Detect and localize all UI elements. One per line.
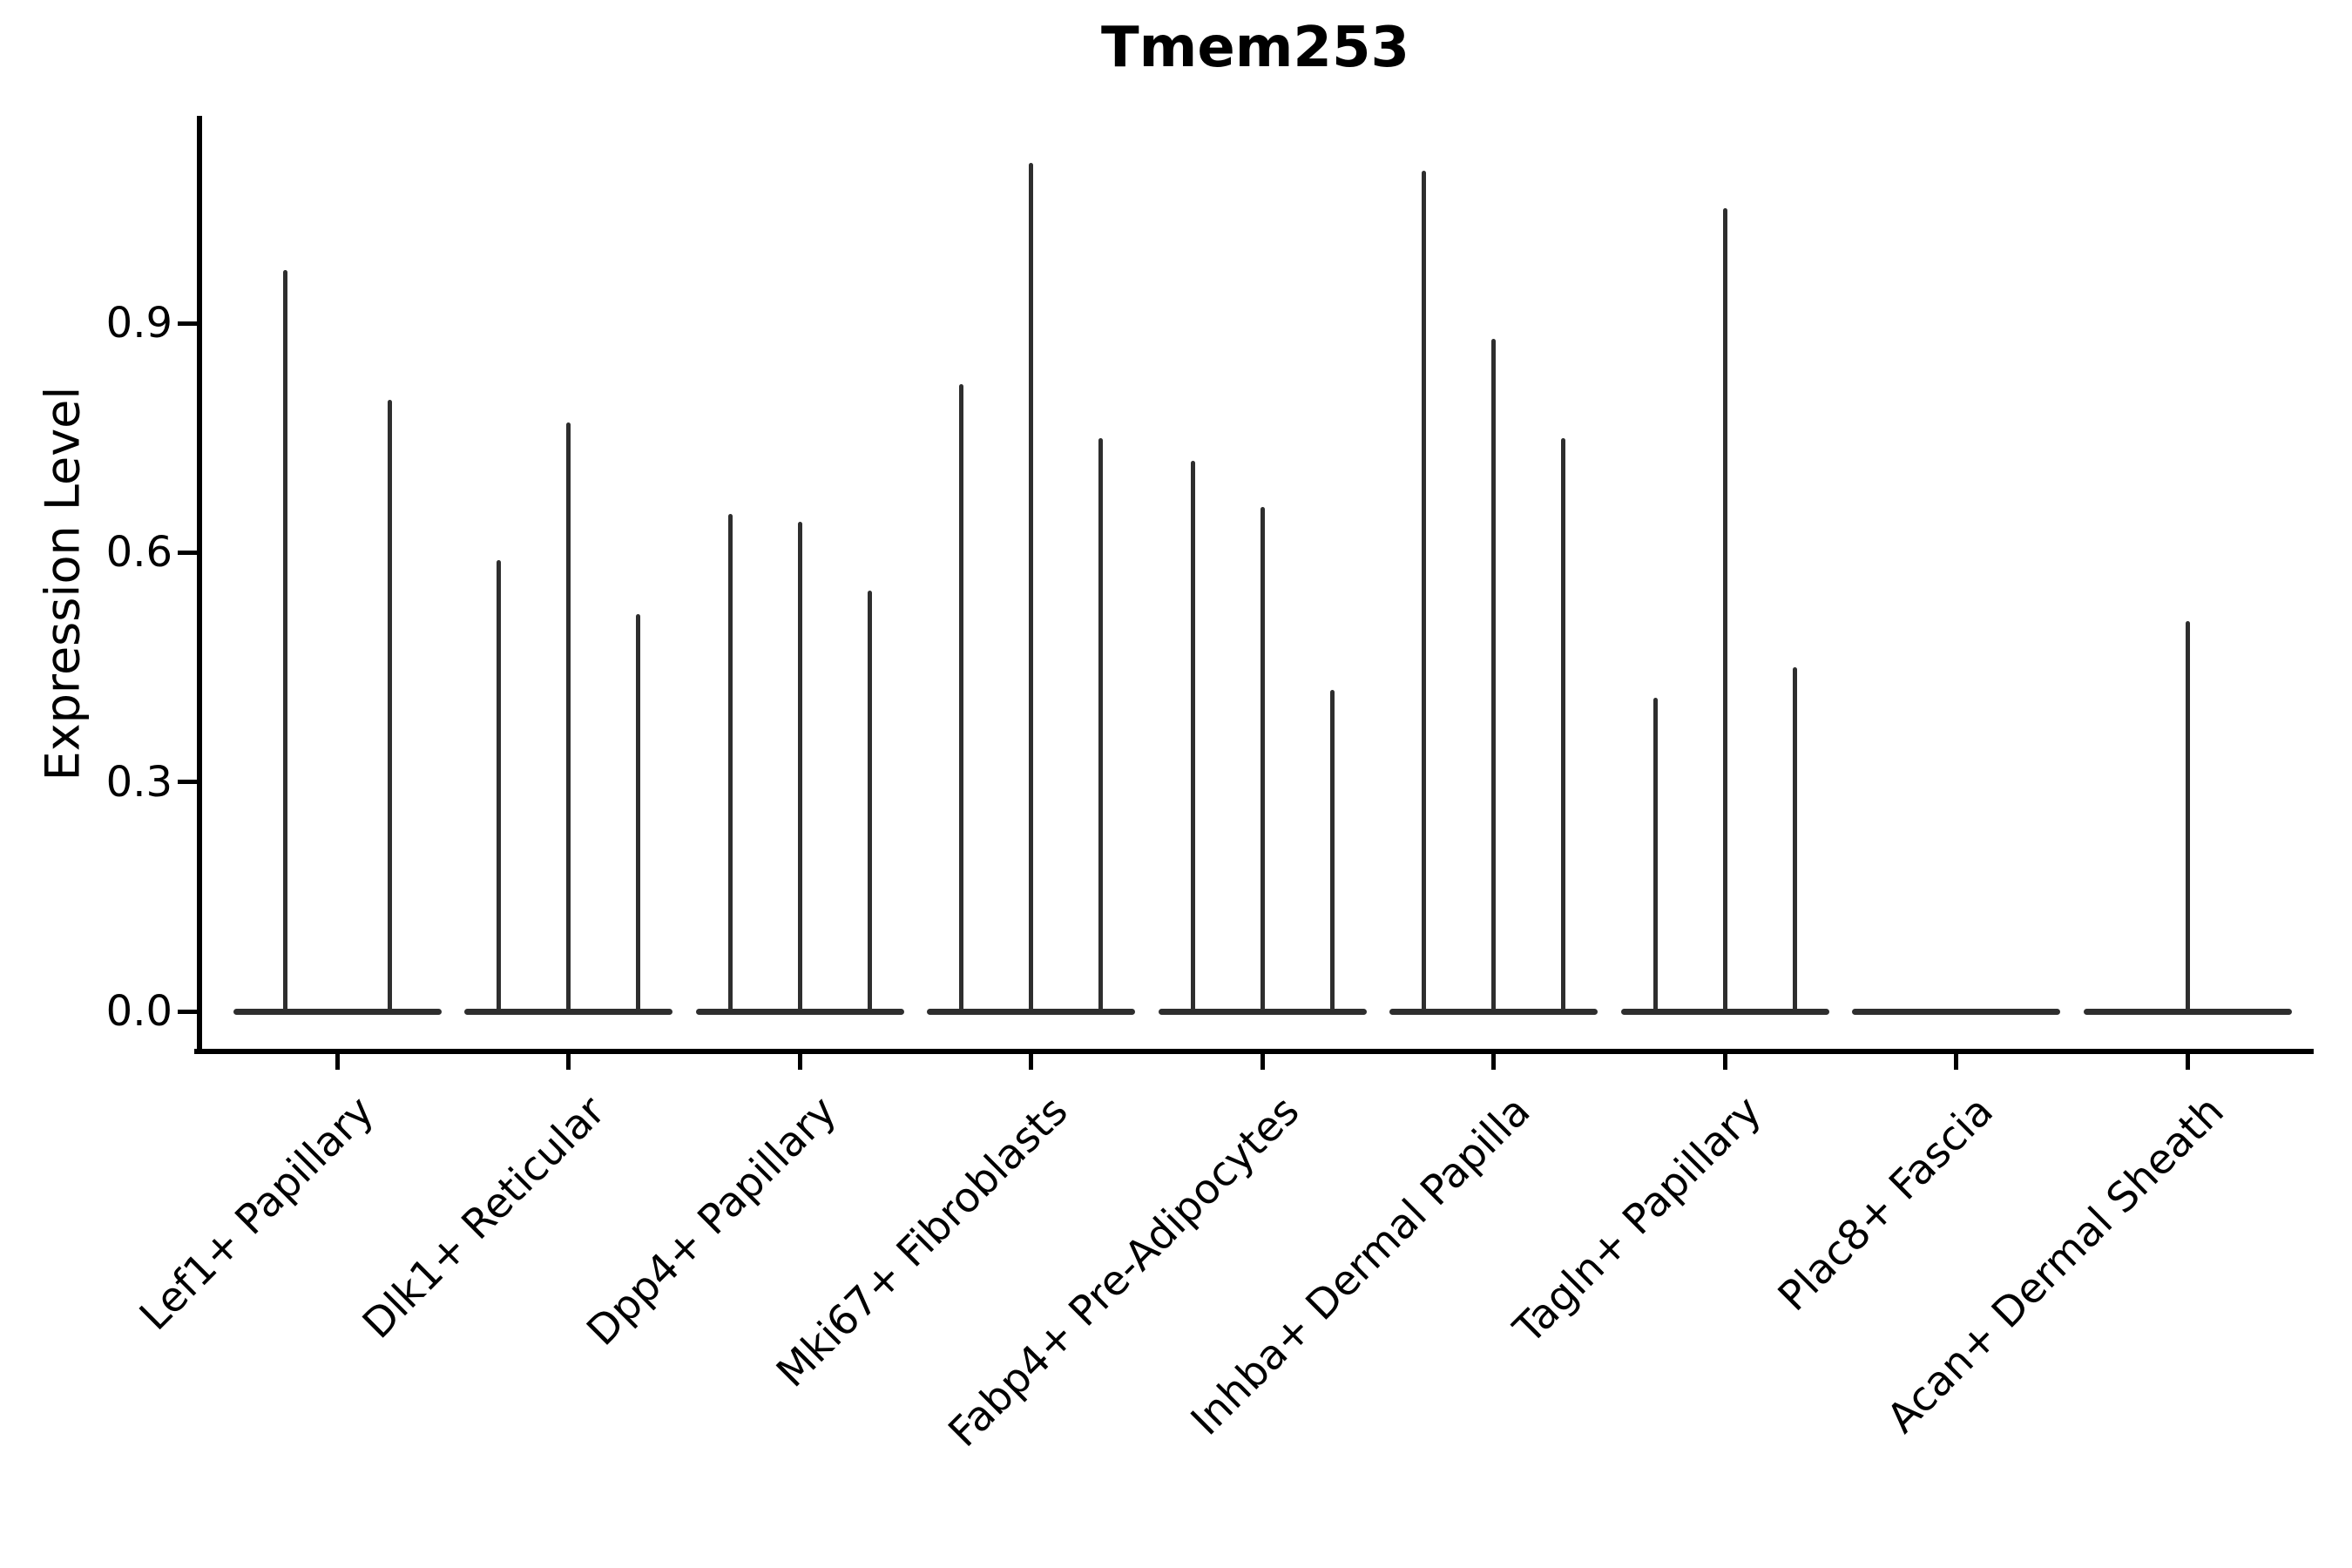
y-tick <box>178 321 197 326</box>
x-tick <box>1260 1054 1265 1070</box>
violin-spike <box>2185 621 2190 1011</box>
x-tick <box>1491 1054 1496 1070</box>
violin-baseline <box>927 1008 1135 1015</box>
y-tick-label: 0.6 <box>105 528 172 578</box>
violin-spike <box>387 399 392 1011</box>
violin-spike <box>1329 690 1335 1011</box>
violin-baseline <box>1852 1008 2060 1015</box>
violin-spike <box>1561 437 1565 1011</box>
x-tick-label: Tagln+ Papillary <box>1504 1087 1771 1354</box>
violin-spike <box>1098 437 1103 1011</box>
violin-spike <box>1029 162 1033 1011</box>
y-tick-label: 0.3 <box>105 757 172 807</box>
violin-spike <box>1792 667 1797 1011</box>
y-tick-label: 0.0 <box>105 987 172 1036</box>
x-tick-label: Lef1+ Papillary <box>130 1087 383 1340</box>
x-tick-label: Dlk1+ Reticular <box>353 1087 615 1348</box>
x-tick-label: Dpp4+ Papillary <box>578 1087 846 1355</box>
y-tick <box>178 780 197 785</box>
violin-baseline <box>1158 1008 1367 1015</box>
violin-spike <box>1422 170 1426 1011</box>
x-tick <box>797 1054 802 1070</box>
violin-spike <box>566 422 571 1011</box>
violin-spike <box>497 560 501 1011</box>
x-tick <box>335 1054 340 1070</box>
x-axis-spine <box>194 1049 2314 1054</box>
violin-spike <box>282 269 287 1011</box>
violin-spike <box>867 591 872 1011</box>
plot-title: Tmem253 <box>1100 16 1410 80</box>
x-tick <box>2185 1054 2190 1070</box>
violin-spike <box>1491 338 1496 1011</box>
x-tick <box>1029 1054 1033 1070</box>
violin-spike <box>1722 208 1727 1011</box>
violin-spike <box>797 522 802 1011</box>
y-axis-label: Expression Level <box>35 386 91 781</box>
y-tick <box>178 1009 197 1014</box>
x-tick <box>1722 1054 1727 1070</box>
violin-baseline <box>2083 1008 2292 1015</box>
violin-spike <box>959 384 963 1011</box>
y-tick <box>178 550 197 555</box>
violin-baseline <box>464 1008 672 1015</box>
violin-spike <box>1260 506 1265 1011</box>
violin-baseline <box>1620 1008 1829 1015</box>
violin-baseline <box>695 1008 904 1015</box>
y-axis-spine <box>197 116 202 1054</box>
x-tick-label: Plac8+ Fascia <box>1768 1087 2003 1321</box>
x-tick <box>1954 1054 1958 1070</box>
x-tick <box>566 1054 571 1070</box>
violin-spike <box>636 613 640 1011</box>
violin-spike <box>1190 461 1195 1011</box>
violin-baseline <box>233 1008 442 1015</box>
violin-baseline <box>1389 1008 1598 1015</box>
violin-spike <box>1652 698 1658 1011</box>
y-tick-label: 0.9 <box>105 299 172 348</box>
violin-spike <box>727 514 733 1011</box>
